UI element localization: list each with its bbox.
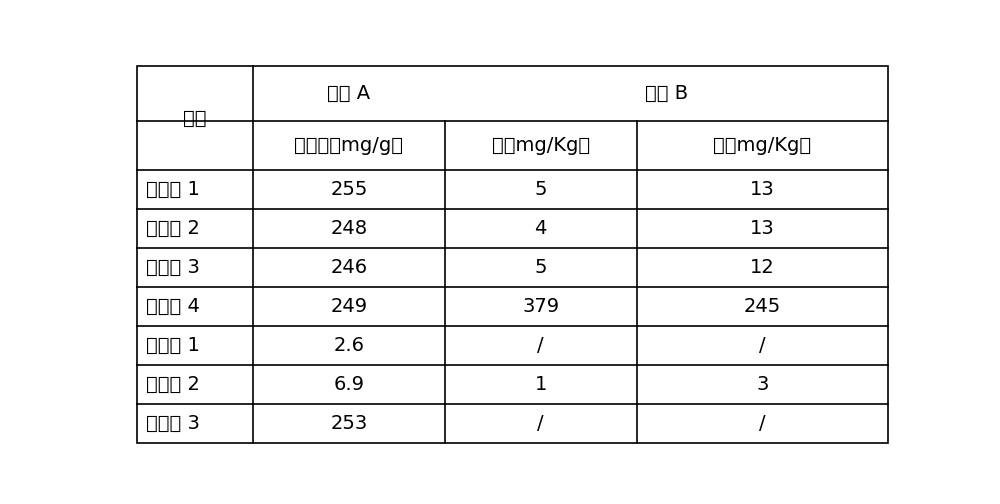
Text: 粗品 B: 粗品 B	[645, 84, 688, 103]
Text: 4: 4	[535, 219, 547, 238]
Text: /: /	[759, 414, 766, 433]
Text: 379: 379	[522, 297, 559, 316]
Text: 锂（mg/Kg）: 锂（mg/Kg）	[492, 136, 590, 155]
Text: 5: 5	[534, 180, 547, 199]
Text: 实施例 1: 实施例 1	[146, 180, 200, 199]
Text: 13: 13	[750, 180, 775, 199]
Text: 248: 248	[330, 219, 368, 238]
Text: 253: 253	[330, 414, 368, 433]
Text: 3: 3	[756, 375, 769, 394]
Text: 249: 249	[330, 297, 368, 316]
Text: 组别: 组别	[183, 108, 207, 128]
Text: 硒（mg/Kg）: 硒（mg/Kg）	[713, 136, 812, 155]
Text: 5: 5	[534, 258, 547, 277]
Text: 255: 255	[330, 180, 368, 199]
Text: 对比例 3: 对比例 3	[146, 414, 200, 433]
Text: 246: 246	[330, 258, 368, 277]
Text: 实施例 4: 实施例 4	[146, 297, 200, 316]
Text: 245: 245	[744, 297, 781, 316]
Text: 实施例 3: 实施例 3	[146, 258, 200, 277]
Text: 粗品 A: 粗品 A	[327, 84, 371, 103]
Text: /: /	[537, 414, 544, 433]
Text: 实施例 2: 实施例 2	[146, 219, 200, 238]
Text: 13: 13	[750, 219, 775, 238]
Text: /: /	[759, 336, 766, 355]
Text: 6.9: 6.9	[333, 375, 364, 394]
Text: 12: 12	[750, 258, 775, 277]
Text: 1: 1	[535, 375, 547, 394]
Text: 对比例 2: 对比例 2	[146, 375, 200, 394]
Text: 查尔酮（mg/g）: 查尔酮（mg/g）	[294, 136, 403, 155]
Text: 2.6: 2.6	[333, 336, 364, 355]
Text: 对比例 1: 对比例 1	[146, 336, 200, 355]
Text: /: /	[537, 336, 544, 355]
